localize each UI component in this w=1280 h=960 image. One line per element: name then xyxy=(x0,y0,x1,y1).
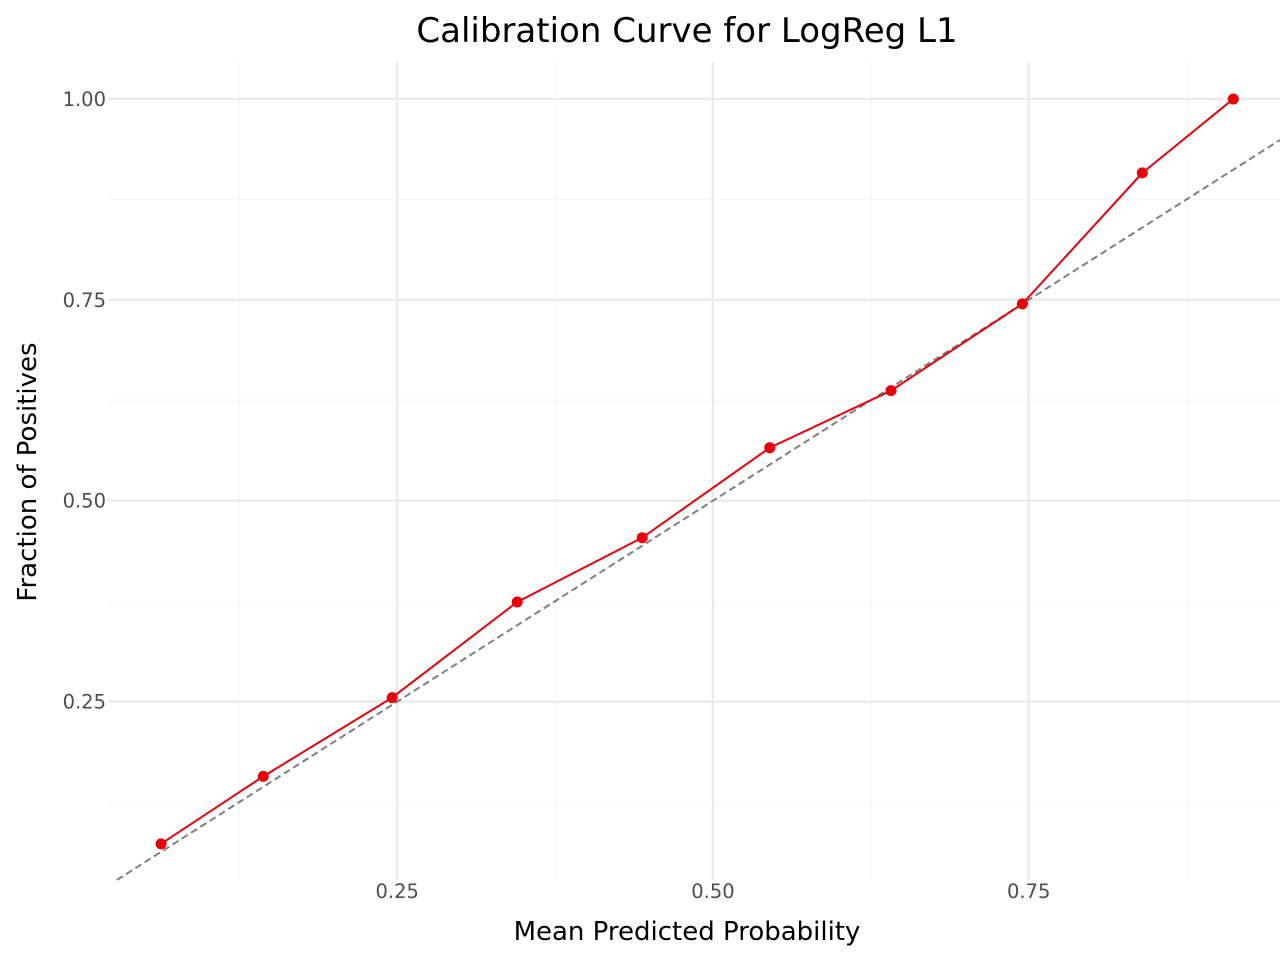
x-tick-label: 0.50 xyxy=(691,880,734,903)
x-tick-label: 0.25 xyxy=(376,880,419,903)
series-layer xyxy=(155,93,1239,850)
y-axis-label: Fraction of Positives xyxy=(13,342,43,601)
calibration-point xyxy=(1016,298,1028,310)
y-tick-label: 0.25 xyxy=(63,691,106,714)
calibration-point xyxy=(257,770,269,782)
calibration-point xyxy=(1227,93,1239,105)
calibration-point xyxy=(511,596,523,608)
calibration-point xyxy=(155,838,167,850)
reference-diagonal xyxy=(116,139,1280,881)
x-tick-label: 0.75 xyxy=(1007,880,1050,903)
calibration-point xyxy=(386,692,398,704)
y-tick-label: 0.50 xyxy=(63,490,106,513)
calibration-point xyxy=(1136,167,1148,179)
calibration-point xyxy=(885,385,897,397)
tick-labels: 0.25 0.50 0.75 0.25 0.50 0.75 1.00 xyxy=(63,88,1051,903)
major-gridlines xyxy=(108,62,1280,880)
calibration-line xyxy=(160,98,1234,845)
calibration-point xyxy=(764,442,776,454)
perfect-calibration-line xyxy=(116,139,1280,881)
chart-title: Calibration Curve for LogReg L1 xyxy=(416,11,957,51)
minor-gridlines xyxy=(108,62,1280,880)
x-axis-label: Mean Predicted Probability xyxy=(514,917,861,947)
y-tick-label: 0.75 xyxy=(63,289,106,312)
calibration-point xyxy=(636,532,648,544)
y-tick-label: 1.00 xyxy=(63,88,106,111)
